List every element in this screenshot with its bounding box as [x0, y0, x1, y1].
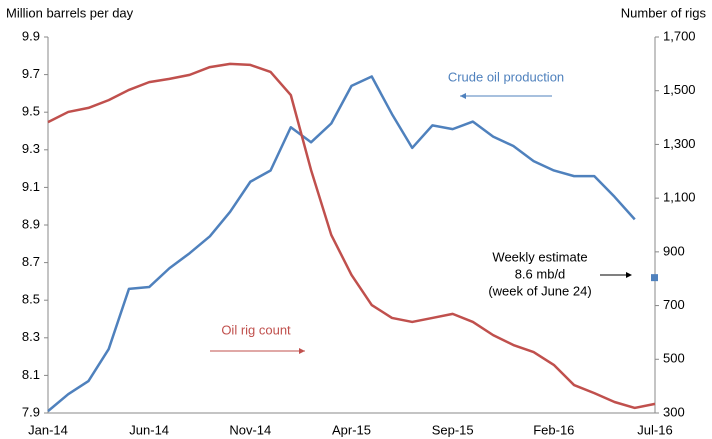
y2-tick-label: 1,300	[663, 136, 696, 151]
annotation: Weekly estimate	[492, 249, 587, 264]
series-line	[47, 62, 656, 410]
y2-tick-label: 900	[663, 243, 685, 258]
x-tick-label: Jul-16	[637, 422, 672, 437]
y-tick-label: 9.7	[22, 66, 40, 81]
y-axis-label: Million barrels per day	[6, 5, 134, 20]
y2-tick-label: 700	[663, 297, 685, 312]
arrow-head	[626, 272, 632, 278]
y2-axis-label: Number of rigs	[621, 5, 707, 20]
y-tick-label: 7.9	[22, 404, 40, 419]
annotation: 8.6 mb/d	[515, 266, 566, 281]
marker	[651, 274, 658, 282]
y2-tick-label: 500	[663, 351, 685, 366]
y2-tick-label: 1,500	[663, 82, 696, 97]
y-tick-label: 8.3	[22, 329, 40, 344]
y2-tick-label: 300	[663, 404, 685, 419]
x-tick-label: Feb-16	[533, 422, 574, 437]
y-tick-label: 9.9	[22, 28, 40, 43]
x-tick-label: Jan-14	[28, 422, 68, 437]
arrow-head	[299, 348, 305, 354]
x-tick-label: Sep-15	[432, 422, 474, 437]
x-tick-label: Apr-15	[332, 422, 371, 437]
y-tick-label: 9.3	[22, 141, 40, 156]
series-label: Oil rig count	[221, 322, 291, 337]
series-line	[47, 75, 636, 413]
series-label: Crude oil production	[448, 69, 564, 84]
y2-tick-label: 1,100	[663, 190, 696, 205]
arrow-head	[460, 93, 466, 99]
y-tick-label: 8.7	[22, 254, 40, 269]
y-tick-label: 9.5	[22, 104, 40, 119]
y-tick-label: 9.1	[22, 179, 40, 194]
annotation: (week of June 24)	[488, 283, 591, 298]
x-tick-label: Jun-14	[129, 422, 169, 437]
y-tick-label: 8.1	[22, 367, 40, 382]
y-tick-label: 8.5	[22, 292, 40, 307]
x-tick-label: Nov-14	[229, 422, 271, 437]
y2-tick-label: 1,700	[663, 28, 696, 43]
y-tick-label: 8.9	[22, 216, 40, 231]
